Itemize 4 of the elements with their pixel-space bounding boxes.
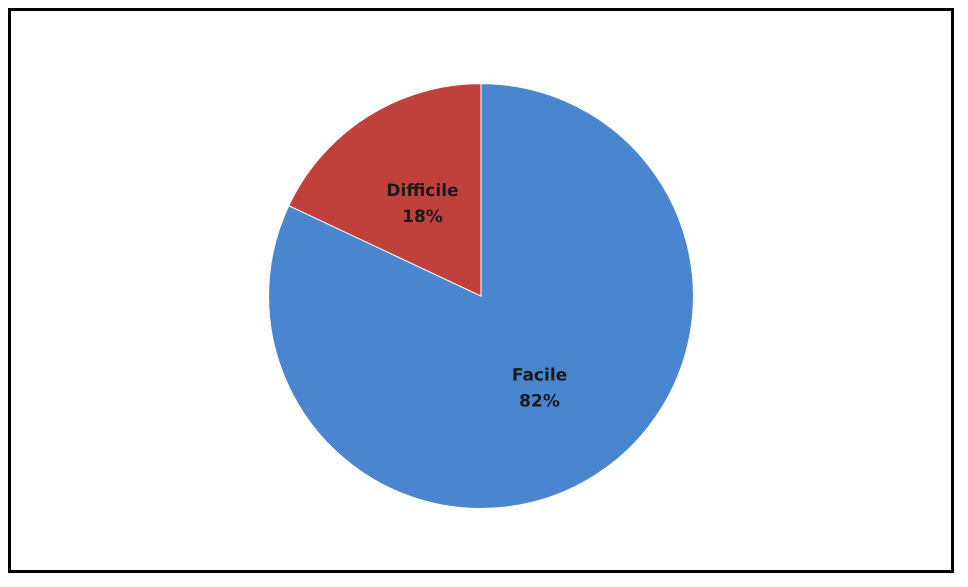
data-label: 18% bbox=[402, 206, 443, 227]
slice-label: Difficile bbox=[386, 180, 459, 201]
data-label: 82% bbox=[519, 391, 560, 412]
slice-label: Facile bbox=[512, 365, 568, 386]
